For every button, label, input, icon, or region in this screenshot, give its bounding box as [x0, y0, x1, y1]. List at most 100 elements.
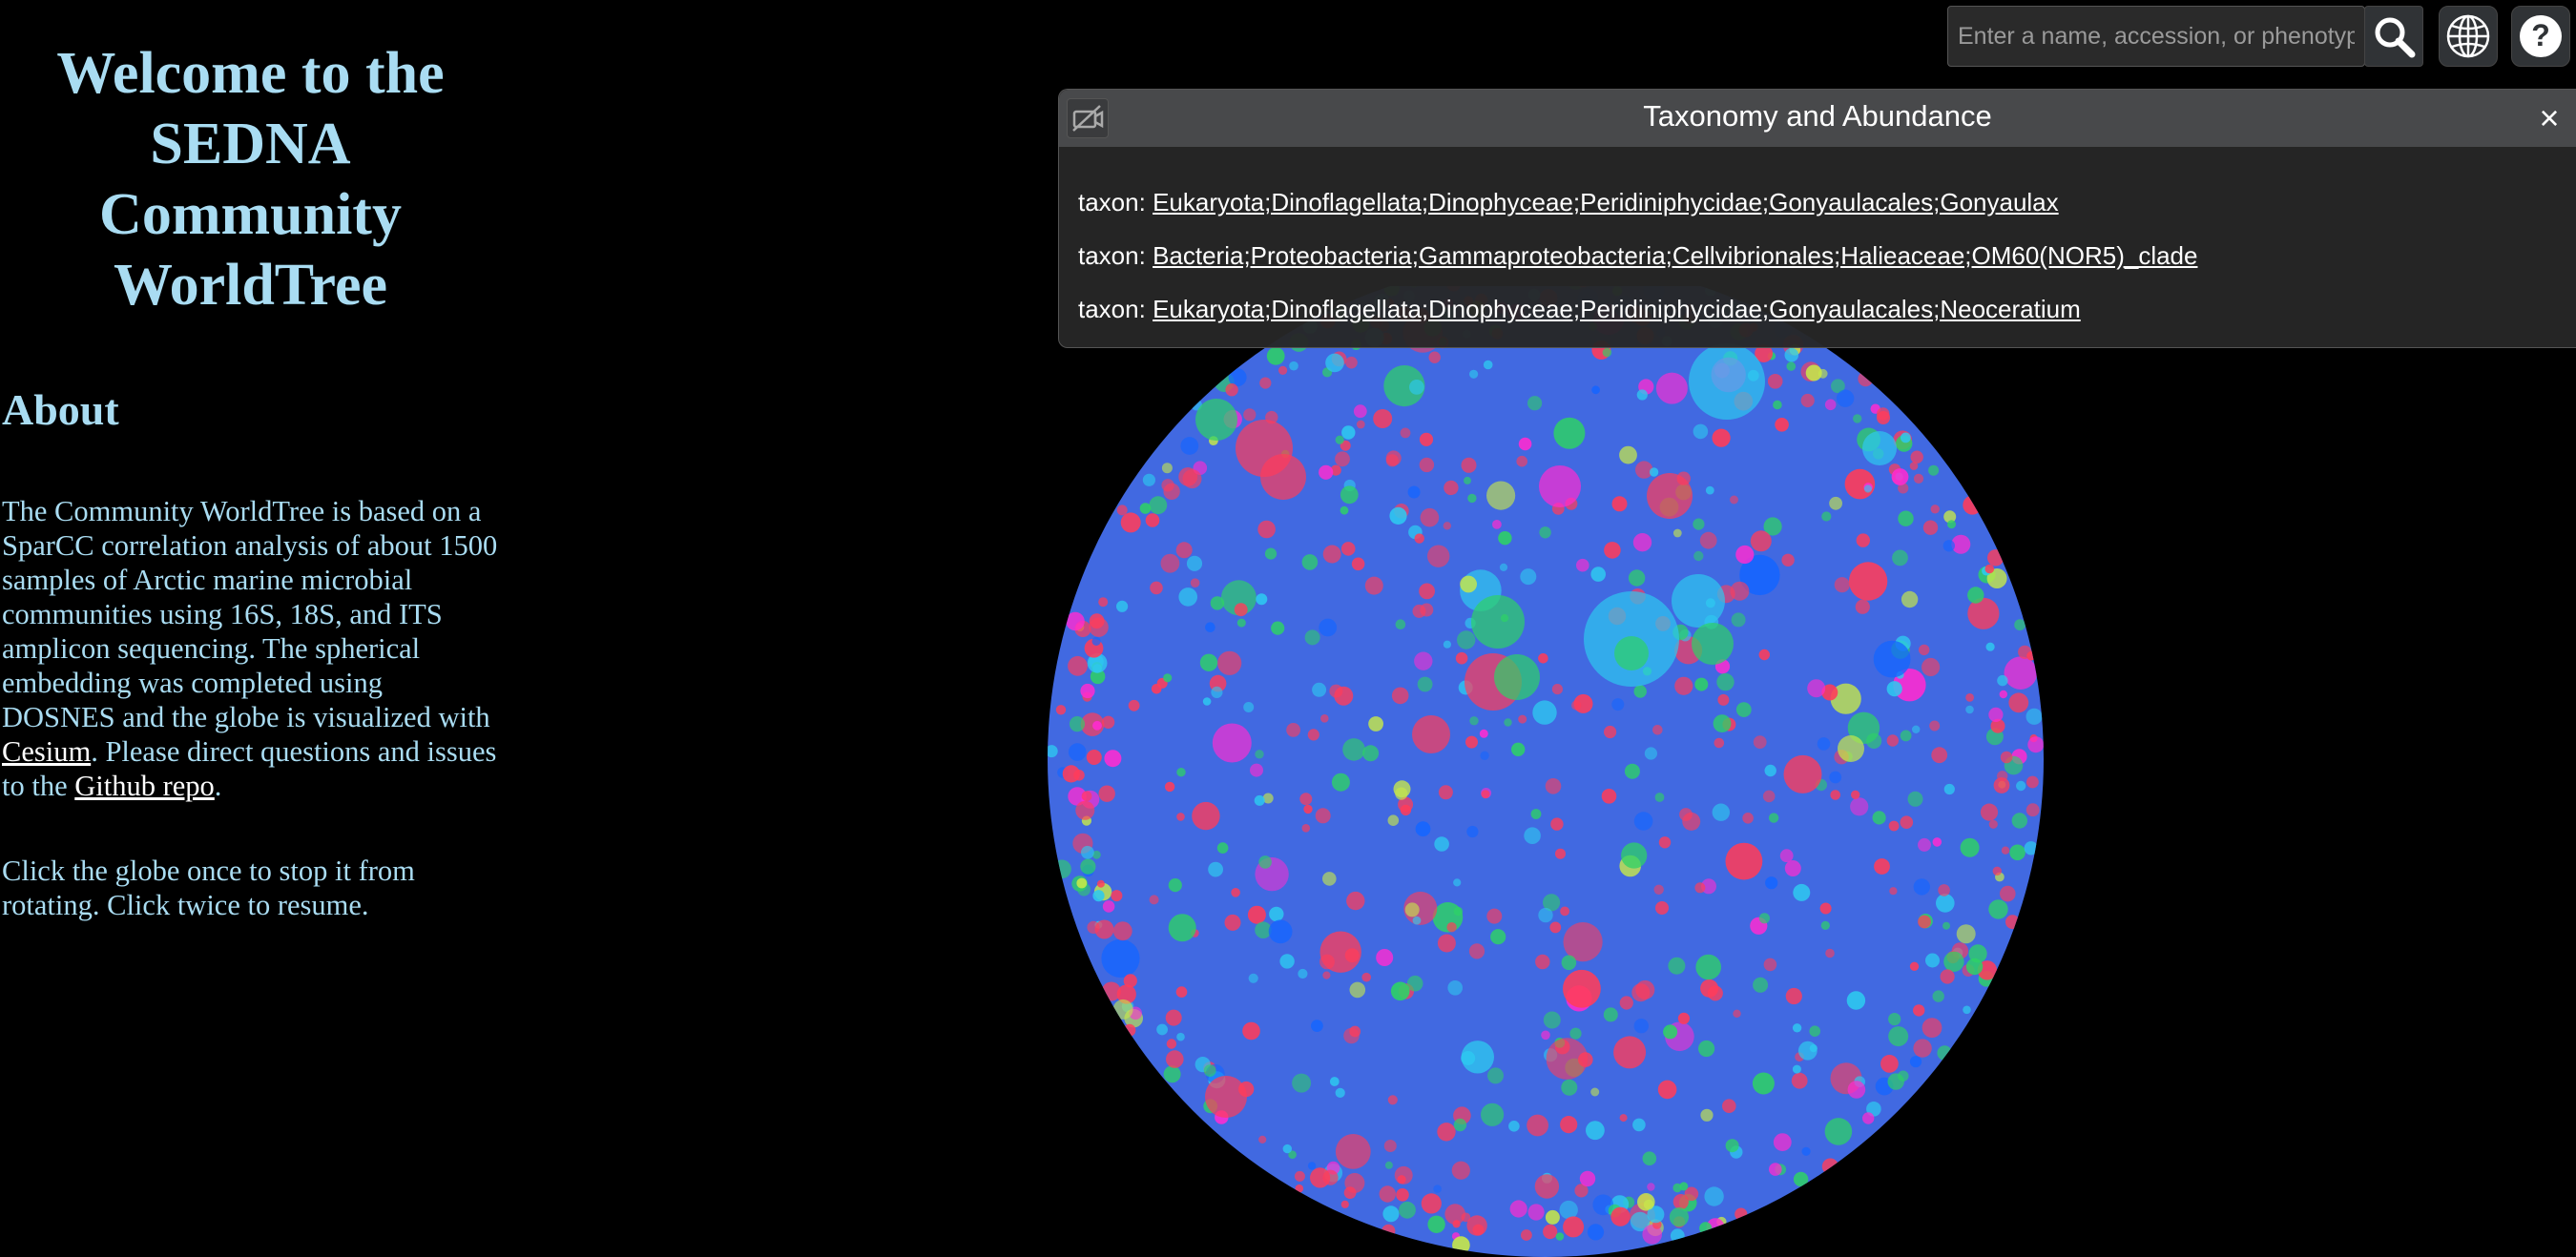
taxon-point[interactable] — [1571, 700, 1582, 711]
taxon-point[interactable] — [1212, 723, 1252, 763]
taxon-point[interactable] — [1527, 396, 1543, 411]
taxon-point[interactable] — [1579, 1170, 1596, 1187]
taxon-point[interactable] — [1469, 369, 1479, 379]
taxon-point[interactable] — [1205, 622, 1215, 632]
taxon-point[interactable] — [1913, 878, 1930, 896]
taxon-point[interactable] — [1090, 669, 1106, 685]
taxon-point[interactable] — [1988, 899, 2008, 919]
taxon-point[interactable] — [1434, 836, 1449, 852]
taxon-point[interactable] — [1483, 360, 1493, 370]
taxon-point[interactable] — [1400, 804, 1412, 816]
taxon-point[interactable] — [1340, 1200, 1349, 1208]
taxon-point[interactable] — [1900, 730, 1912, 742]
taxon-point[interactable] — [1943, 783, 1955, 795]
taxon-point[interactable] — [1052, 859, 1071, 879]
taxon-point[interactable] — [1692, 623, 1734, 665]
taxon-point[interactable] — [1195, 399, 1237, 441]
taxon-point[interactable] — [1492, 520, 1502, 529]
taxon-point[interactable] — [1438, 785, 1453, 800]
taxon-point[interactable] — [1342, 738, 1365, 761]
taxon-point[interactable] — [1404, 902, 1420, 917]
taxon-point[interactable] — [1299, 793, 1313, 806]
taxon-point[interactable] — [1912, 725, 1921, 733]
taxon-point[interactable] — [1243, 408, 1257, 422]
taxon-point[interactable] — [1663, 1024, 1678, 1040]
taxon-point[interactable] — [1792, 1023, 1802, 1033]
taxon-point[interactable] — [1087, 920, 1100, 935]
taxon-point[interactable] — [1836, 389, 1855, 407]
taxon-point[interactable] — [1487, 1067, 1504, 1084]
taxon-point[interactable] — [1942, 921, 1950, 930]
taxon-point[interactable] — [1419, 432, 1434, 446]
taxon-point[interactable] — [1829, 496, 1842, 510]
taxon-point[interactable] — [2000, 885, 2016, 902]
taxon-point[interactable] — [1116, 505, 1128, 516]
taxon-point[interactable] — [1613, 1036, 1647, 1069]
taxon-point[interactable] — [1694, 677, 1709, 691]
taxon-point[interactable] — [1444, 1204, 1465, 1225]
taxon-point[interactable] — [1621, 842, 1648, 869]
taxon-point[interactable] — [1086, 750, 1102, 765]
taxon-point[interactable] — [1980, 803, 1999, 821]
taxon-point[interactable] — [1786, 361, 1797, 371]
taxon-point[interactable] — [1288, 1150, 1297, 1159]
taxon-point[interactable] — [1775, 418, 1789, 432]
taxon-point[interactable] — [1231, 888, 1240, 897]
taxon-point[interactable] — [1633, 812, 1653, 831]
taxon-point[interactable] — [1255, 750, 1264, 759]
taxon-point[interactable] — [1922, 520, 1939, 535]
taxon-point[interactable] — [1301, 554, 1319, 570]
taxon-point[interactable] — [1809, 1025, 1820, 1037]
taxon-point[interactable] — [1112, 921, 1132, 941]
taxon-point[interactable] — [1677, 1012, 1690, 1024]
taxon-point[interactable] — [1714, 737, 1725, 749]
taxon-point[interactable] — [1767, 374, 1783, 389]
taxon-point[interactable] — [1516, 455, 1527, 467]
taxon-point[interactable] — [1555, 848, 1566, 859]
taxon-point[interactable] — [1387, 814, 1400, 826]
taxon-point[interactable] — [1586, 1121, 1605, 1141]
taxon-point[interactable] — [1262, 793, 1274, 804]
taxon-point[interactable] — [1689, 343, 1765, 420]
taxon-point[interactable] — [1527, 1204, 1545, 1221]
taxon-point[interactable] — [1248, 973, 1258, 983]
taxon-point[interactable] — [1922, 1018, 1942, 1038]
taxon-point[interactable] — [1111, 890, 1123, 902]
taxon-point[interactable] — [1385, 450, 1402, 466]
taxon-point[interactable] — [2024, 841, 2038, 855]
taxon-point[interactable] — [1880, 1055, 1899, 1073]
taxon-point[interactable] — [1527, 1114, 1548, 1137]
taxon-point[interactable] — [1967, 587, 1984, 604]
taxon-point[interactable] — [1657, 1080, 1677, 1100]
taxon-point[interactable] — [1550, 817, 1564, 831]
taxon-point[interactable] — [1166, 1039, 1177, 1049]
taxon-point[interactable] — [1446, 922, 1457, 933]
taxon-point[interactable] — [1163, 1065, 1181, 1083]
taxon-point[interactable] — [1383, 365, 1425, 407]
taxon-point[interactable] — [1490, 929, 1506, 945]
taxon-point[interactable] — [1762, 790, 1776, 803]
taxon-point[interactable] — [1877, 407, 1890, 421]
taxon-point[interactable] — [1649, 467, 1659, 477]
taxon-point[interactable] — [1395, 787, 1408, 800]
taxon-point[interactable] — [1968, 944, 1987, 963]
taxon-point[interactable] — [1874, 858, 1890, 875]
taxon-point[interactable] — [1415, 821, 1431, 837]
taxon-point[interactable] — [1335, 451, 1350, 467]
taxon-point[interactable] — [1591, 385, 1600, 395]
taxon-point[interactable] — [1530, 809, 1542, 819]
taxon-point[interactable] — [1176, 768, 1186, 777]
taxon-point[interactable] — [1699, 1222, 1713, 1235]
taxon-point[interactable] — [1414, 533, 1424, 544]
taxon-point[interactable] — [1304, 629, 1320, 646]
taxon-point[interactable] — [1590, 567, 1606, 582]
taxon-point[interactable] — [1647, 1183, 1655, 1191]
taxon-point[interactable] — [1073, 770, 1085, 781]
taxon-point[interactable] — [1092, 850, 1101, 859]
taxon-point[interactable] — [1258, 1135, 1267, 1144]
taxon-point[interactable] — [1561, 1079, 1578, 1096]
taxon-point[interactable] — [1898, 510, 1914, 526]
taxon-point[interactable] — [1428, 351, 1441, 363]
taxon-point[interactable] — [1344, 1172, 1365, 1193]
taxon-point[interactable] — [1750, 530, 1772, 552]
